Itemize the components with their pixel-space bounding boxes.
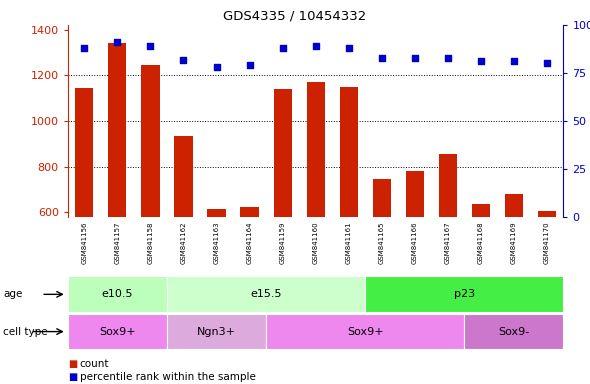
Text: count: count — [80, 359, 109, 369]
Point — [476, 58, 486, 65]
Text: GSM841165: GSM841165 — [379, 222, 385, 264]
Point — [377, 55, 386, 61]
Bar — [538, 211, 556, 217]
Point — [311, 43, 320, 49]
Text: e10.5: e10.5 — [101, 289, 133, 300]
Text: GSM841157: GSM841157 — [114, 222, 120, 264]
Bar — [505, 194, 523, 217]
Text: GSM841163: GSM841163 — [214, 222, 219, 264]
Bar — [274, 89, 291, 217]
Point — [410, 55, 419, 61]
Text: cell type: cell type — [3, 326, 48, 337]
Bar — [365, 276, 563, 312]
Text: GSM841161: GSM841161 — [346, 222, 352, 264]
Text: p23: p23 — [454, 289, 475, 300]
Text: GSM841168: GSM841168 — [478, 222, 484, 264]
Text: ■: ■ — [68, 372, 77, 382]
Bar — [167, 314, 266, 349]
Text: age: age — [3, 289, 22, 300]
Text: GSM841158: GSM841158 — [148, 222, 153, 264]
Bar — [241, 207, 258, 217]
Text: e15.5: e15.5 — [250, 289, 282, 300]
Text: GSM841164: GSM841164 — [247, 222, 253, 264]
Bar — [109, 43, 126, 217]
Bar — [142, 65, 159, 217]
Bar — [175, 136, 192, 217]
Bar — [373, 179, 391, 217]
Point — [542, 60, 552, 66]
Bar — [68, 314, 167, 349]
Text: GDS4335 / 10454332: GDS4335 / 10454332 — [224, 10, 366, 23]
Bar — [406, 171, 424, 217]
Text: GSM841169: GSM841169 — [511, 222, 517, 264]
Point — [179, 56, 188, 63]
Text: GSM841167: GSM841167 — [445, 222, 451, 264]
Point — [344, 45, 353, 51]
Bar — [167, 276, 365, 312]
Bar — [76, 88, 93, 217]
Point — [212, 64, 221, 70]
Point — [443, 55, 453, 61]
Bar — [208, 209, 225, 217]
Bar — [68, 276, 167, 312]
Point — [113, 39, 122, 45]
Bar — [472, 204, 490, 217]
Bar — [266, 314, 464, 349]
Point — [278, 45, 287, 51]
Text: Sox9+: Sox9+ — [99, 326, 136, 337]
Text: GSM841170: GSM841170 — [544, 222, 550, 264]
Bar — [340, 87, 358, 217]
Point — [509, 58, 519, 65]
Point — [80, 45, 89, 51]
Text: GSM841159: GSM841159 — [280, 222, 286, 264]
Text: Sox9+: Sox9+ — [347, 326, 384, 337]
Text: GSM841156: GSM841156 — [81, 222, 87, 264]
Text: percentile rank within the sample: percentile rank within the sample — [80, 372, 255, 382]
Text: GSM841166: GSM841166 — [412, 222, 418, 264]
Text: GSM841162: GSM841162 — [181, 222, 186, 264]
Text: Sox9-: Sox9- — [499, 326, 529, 337]
Point — [146, 43, 155, 49]
Bar — [439, 154, 457, 217]
Bar — [464, 314, 563, 349]
Bar — [307, 82, 324, 217]
Point — [245, 62, 254, 68]
Text: ■: ■ — [68, 359, 77, 369]
Text: GSM841160: GSM841160 — [313, 222, 319, 264]
Text: Ngn3+: Ngn3+ — [197, 326, 236, 337]
